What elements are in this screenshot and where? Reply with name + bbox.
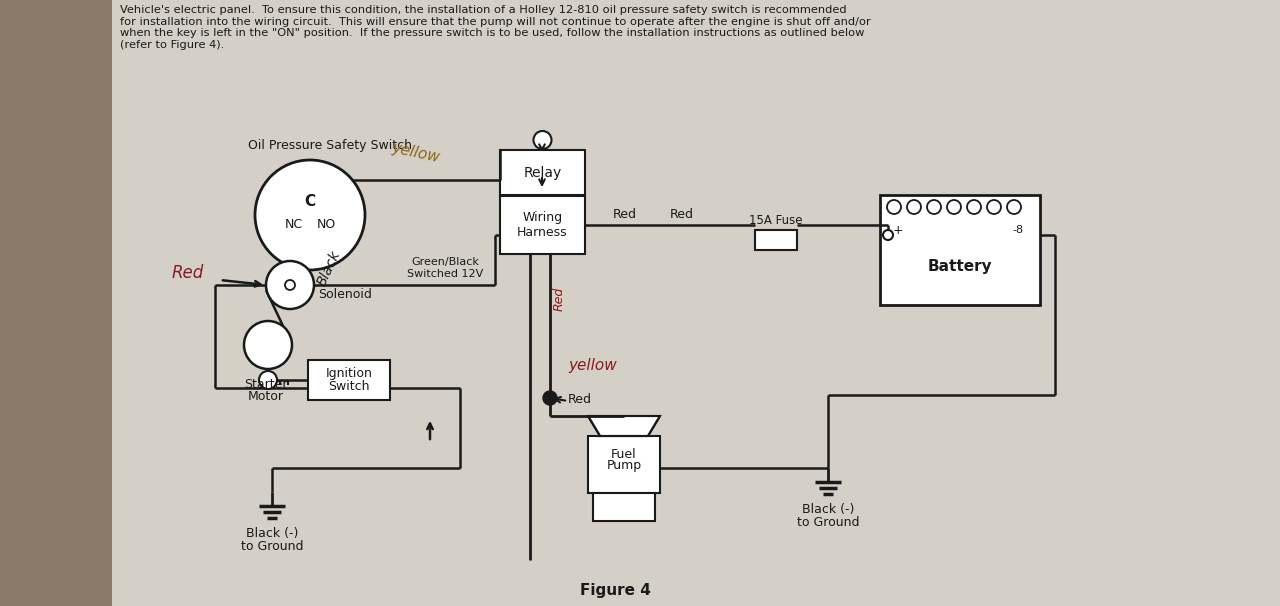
Text: Wiring: Wiring [522, 211, 563, 224]
Circle shape [255, 160, 365, 270]
Text: Red: Red [172, 264, 205, 282]
Text: Vehicle's electric panel.  To ensure this condition, the installation of a Holle: Vehicle's electric panel. To ensure this… [120, 5, 870, 50]
Circle shape [543, 391, 557, 405]
Text: -8: -8 [1012, 225, 1024, 235]
Text: Relay: Relay [524, 165, 562, 179]
Circle shape [908, 200, 922, 214]
Bar [308, 360, 390, 400]
Text: Black (-): Black (-) [246, 527, 298, 541]
Text: Red: Red [568, 393, 591, 406]
Text: NC: NC [285, 219, 303, 231]
Polygon shape [588, 416, 660, 436]
Text: Switch: Switch [328, 381, 370, 393]
Text: Harness: Harness [517, 225, 568, 239]
Text: Solenoid: Solenoid [317, 288, 372, 302]
Bar [593, 493, 655, 521]
Circle shape [285, 280, 294, 290]
Bar [755, 230, 797, 250]
Text: Green/Black: Green/Black [411, 257, 479, 267]
Circle shape [947, 200, 961, 214]
Text: Figure 4: Figure 4 [580, 582, 650, 598]
Text: Battery: Battery [928, 259, 992, 274]
Text: to Ground: to Ground [796, 516, 859, 528]
Bar [500, 196, 585, 254]
Text: Red: Red [613, 208, 637, 222]
Circle shape [534, 131, 552, 149]
Circle shape [883, 230, 893, 240]
Bar [500, 150, 585, 195]
Text: Ignition: Ignition [325, 367, 372, 379]
Bar [588, 436, 660, 493]
Text: Switched 12V: Switched 12V [407, 269, 483, 279]
Text: Fuel: Fuel [611, 448, 637, 461]
Circle shape [266, 261, 314, 309]
Circle shape [927, 200, 941, 214]
Circle shape [259, 371, 276, 389]
Text: Starter: Starter [244, 379, 288, 391]
Circle shape [887, 200, 901, 214]
Bar [881, 195, 1039, 305]
Text: 15A Fuse: 15A Fuse [749, 215, 803, 227]
Text: yellow: yellow [390, 140, 440, 165]
Text: Red: Red [669, 208, 694, 222]
Text: Oil Pressure Safety Switch: Oil Pressure Safety Switch [248, 139, 412, 152]
Text: Pump: Pump [607, 459, 641, 472]
Text: Black (-): Black (-) [801, 504, 854, 516]
Circle shape [244, 321, 292, 369]
Text: Black: Black [315, 248, 343, 288]
Circle shape [966, 200, 980, 214]
Text: yellow: yellow [568, 358, 617, 373]
Circle shape [1007, 200, 1021, 214]
Text: Motor: Motor [248, 390, 284, 404]
Text: to Ground: to Ground [241, 539, 303, 553]
Text: +: + [892, 224, 904, 236]
Text: NO: NO [316, 219, 335, 231]
Text: C: C [305, 193, 316, 208]
Circle shape [987, 200, 1001, 214]
Text: Red: Red [553, 287, 566, 311]
